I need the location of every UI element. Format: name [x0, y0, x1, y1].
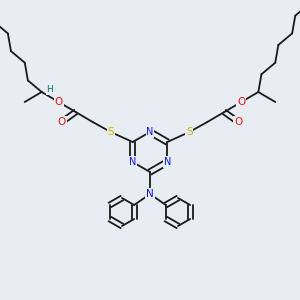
Text: O: O [237, 97, 245, 107]
Text: N: N [146, 189, 154, 199]
Text: N: N [146, 127, 154, 137]
Text: N: N [164, 157, 171, 167]
Text: N: N [129, 157, 136, 167]
Text: O: O [234, 117, 242, 127]
Text: O: O [55, 97, 63, 107]
Text: S: S [107, 127, 114, 137]
Text: O: O [58, 117, 66, 127]
Text: H: H [46, 85, 53, 94]
Text: S: S [186, 127, 193, 137]
